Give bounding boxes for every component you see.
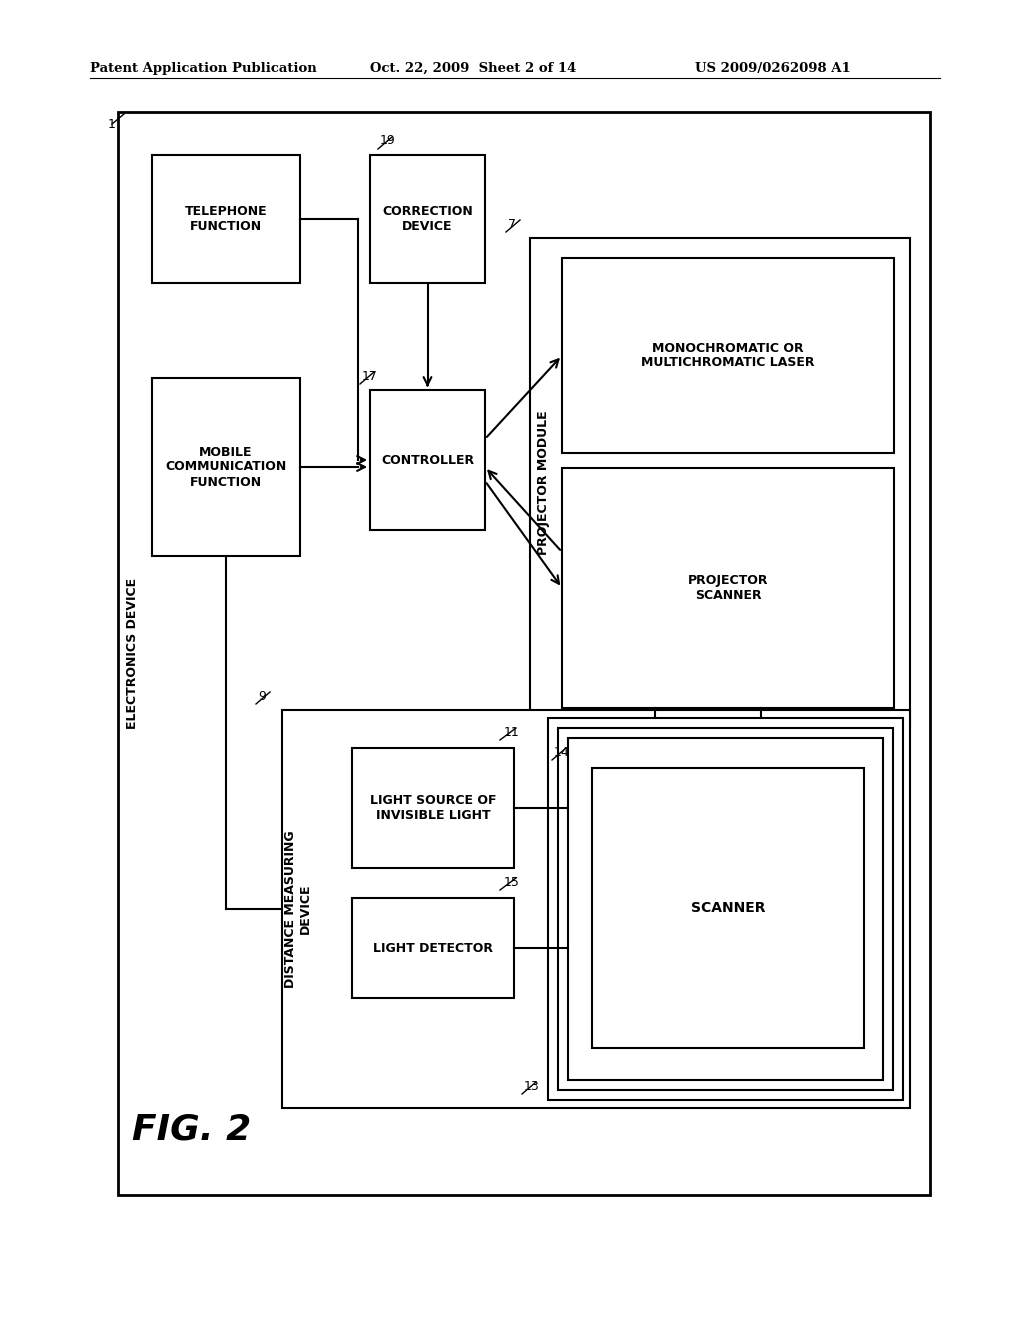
Text: DISTANCE MEASURING
DEVICE: DISTANCE MEASURING DEVICE [284,830,312,987]
Text: 14: 14 [554,746,569,759]
Text: 17: 17 [362,370,378,383]
Bar [370,389,485,531]
Text: 11: 11 [504,726,520,738]
Bar [562,257,894,453]
Text: CORRECTION
DEVICE: CORRECTION DEVICE [382,205,473,234]
Text: CONTROLLER: CONTROLLER [381,454,474,466]
Bar [282,710,910,1107]
Bar [370,154,485,282]
Bar [568,738,883,1080]
Text: 19: 19 [380,135,395,148]
Text: Oct. 22, 2009  Sheet 2 of 14: Oct. 22, 2009 Sheet 2 of 14 [370,62,577,75]
Bar [530,238,910,729]
Bar [558,729,893,1090]
Text: Patent Application Publication: Patent Application Publication [90,62,316,75]
Bar [548,718,903,1100]
Bar [592,768,864,1048]
Text: MONOCHROMATIC OR
MULTICHROMATIC LASER: MONOCHROMATIC OR MULTICHROMATIC LASER [641,342,815,370]
Text: 1: 1 [108,117,116,131]
Bar [118,112,930,1195]
Text: PROJECTOR
SCANNER: PROJECTOR SCANNER [688,574,768,602]
Text: 9: 9 [258,689,266,702]
Text: PROJECTOR MODULE: PROJECTOR MODULE [538,411,551,556]
Text: 13: 13 [524,1080,540,1093]
Text: MOBILE
COMMUNICATION
FUNCTION: MOBILE COMMUNICATION FUNCTION [165,446,287,488]
Text: US 2009/0262098 A1: US 2009/0262098 A1 [695,62,851,75]
Text: 7: 7 [508,218,516,231]
Text: SCANNER: SCANNER [691,902,765,915]
Text: LIGHT DETECTOR: LIGHT DETECTOR [373,941,493,954]
Bar [562,469,894,708]
Text: LIGHT SOURCE OF
INVISIBLE LIGHT: LIGHT SOURCE OF INVISIBLE LIGHT [370,795,497,822]
Text: TELEPHONE
FUNCTION: TELEPHONE FUNCTION [184,205,267,234]
Bar [152,154,300,282]
Bar [152,378,300,556]
Bar [352,898,514,998]
Text: ELECTRONICS DEVICE: ELECTRONICS DEVICE [126,578,138,729]
Bar [352,748,514,869]
Text: 15: 15 [504,875,520,888]
Text: FIG. 2: FIG. 2 [132,1113,251,1147]
